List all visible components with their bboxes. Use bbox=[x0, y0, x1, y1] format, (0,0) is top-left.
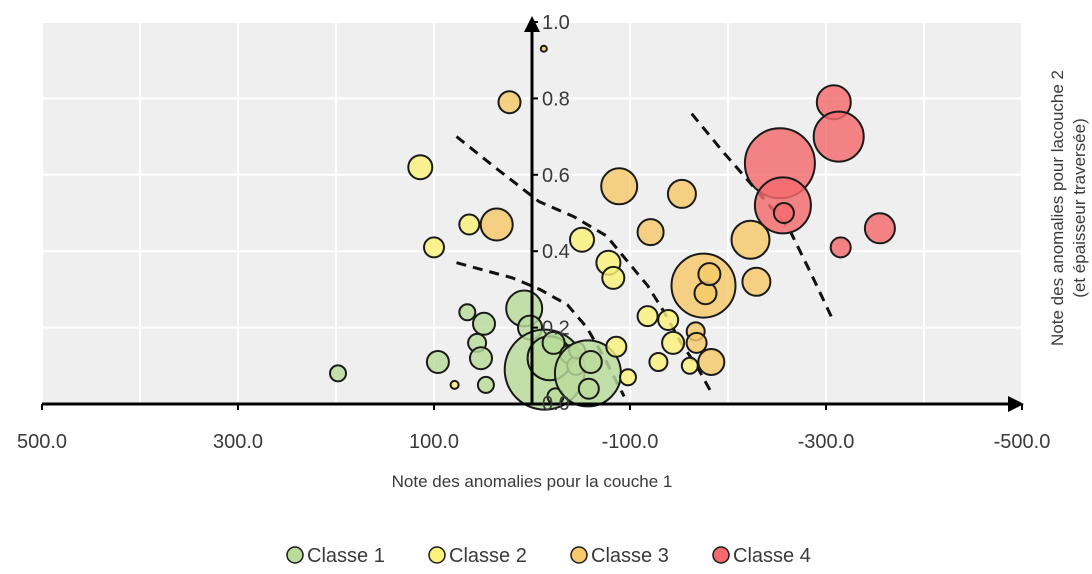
y-tick-label-1: 0.4 bbox=[542, 241, 570, 263]
y-tick-label-2: 0.6 bbox=[542, 165, 570, 187]
bubble-classe-3-12 bbox=[730, 219, 771, 260]
series-classe-1 bbox=[329, 289, 622, 411]
legend-marker-1 bbox=[286, 546, 304, 564]
bubble-classe-3-2 bbox=[539, 44, 548, 53]
legend: Classe 1 Classe 2 Classe 3 Classe 4 bbox=[286, 545, 811, 567]
bubble-classe-2-6 bbox=[601, 265, 626, 290]
bubble-classe-1-11 bbox=[541, 330, 566, 355]
x-tick-label-1: 300.0 bbox=[213, 431, 263, 453]
legend-label-1: Classe 1 bbox=[307, 545, 385, 567]
bubble-classe-3-4 bbox=[636, 218, 665, 247]
boundary-2-3-line bbox=[455, 135, 713, 394]
series-classe-4 bbox=[743, 84, 896, 259]
x-tick-label-5: -500.0 bbox=[994, 431, 1051, 453]
bubble-classe-2-10 bbox=[648, 352, 669, 372]
bubble-classe-1-6 bbox=[476, 375, 495, 394]
x-axis-arrowhead bbox=[1008, 396, 1024, 412]
bubble-classe-2-8 bbox=[619, 368, 637, 387]
bubble-classe-2-1 bbox=[423, 236, 445, 259]
bubble-classe-1-18 bbox=[578, 350, 603, 374]
bubble-classe-2-3 bbox=[458, 213, 481, 236]
axes bbox=[41, 16, 1024, 412]
y-tick-label-3: 0.8 bbox=[542, 88, 570, 110]
bubble-classe-2-4 bbox=[569, 226, 595, 253]
bubble-classe-2-9 bbox=[636, 305, 659, 328]
bubble-classe-3-11 bbox=[697, 348, 726, 376]
series-classe-3 bbox=[479, 44, 772, 376]
y-tick-label-4: 1.0 bbox=[542, 12, 570, 34]
x-axis-label: Note des anomalies pour la couche 1 bbox=[392, 472, 673, 491]
x-tick-label-4: -300.0 bbox=[798, 431, 855, 453]
bubble-classe-4-6 bbox=[863, 212, 896, 245]
bubble-classe-1-4 bbox=[469, 346, 493, 371]
bubble-classe-1-0 bbox=[329, 364, 347, 383]
bubble-classe-3-7 bbox=[685, 331, 708, 354]
bubble-classe-2-11 bbox=[657, 309, 680, 331]
bubble-classe-3-1 bbox=[497, 90, 522, 115]
y-tick-label-zero: 0.0 bbox=[542, 393, 570, 415]
tick-labels: 500.0 300.0 100.0 -100.0 -300.0 -500.0 0.2 0.4 0… bbox=[17, 12, 1050, 453]
x-tick-label-0: 500.0 bbox=[17, 431, 67, 453]
bubble-classe-3-9 bbox=[693, 281, 718, 306]
y-axis-label-line-2: (et épaisseur traversée) bbox=[1070, 118, 1089, 298]
legend-marker-3 bbox=[570, 546, 588, 564]
y-axis-arrowhead bbox=[524, 16, 540, 32]
legend-label-3: Classe 3 bbox=[591, 545, 669, 567]
bubble-classe-1-1 bbox=[425, 350, 450, 374]
y-axis-label-line-1: Note des anomalies pour lacouche 2 bbox=[1048, 70, 1067, 346]
bubble-classe-3-10 bbox=[697, 262, 722, 287]
bubble-classe-3-3 bbox=[600, 167, 639, 206]
bubble-classe-3-13 bbox=[741, 266, 772, 297]
bubble-classe-1-5 bbox=[472, 311, 496, 336]
y-axis-label: Note des anomalies pour lacouche 2 (et é… bbox=[1048, 70, 1089, 346]
legend-marker-2 bbox=[428, 546, 446, 564]
bubble-classe-1-17 bbox=[577, 377, 600, 400]
y-tick-label-0: 0.2 bbox=[542, 318, 570, 340]
bubbles bbox=[329, 44, 896, 411]
bubble-classe-3-5 bbox=[666, 178, 697, 209]
bubble-classe-4-2 bbox=[772, 202, 795, 224]
boundary-1-2-line bbox=[456, 261, 626, 398]
legend-marker-4 bbox=[712, 546, 730, 564]
series-classe-2 bbox=[407, 154, 699, 390]
legend-label-2: Classe 2 bbox=[449, 545, 527, 567]
bubble-classe-4-5 bbox=[829, 236, 852, 259]
bubble-classe-1-2 bbox=[458, 303, 477, 322]
legend-label-4: Classe 4 bbox=[733, 545, 811, 567]
bubble-classe-2-12 bbox=[661, 330, 686, 355]
bubble-classe-4-4 bbox=[812, 110, 865, 163]
bubble-classe-3-0 bbox=[479, 207, 514, 242]
bubble-classe-2-7 bbox=[605, 335, 628, 358]
bubble-classe-2-13 bbox=[680, 356, 699, 375]
x-tick-label-3: -100.0 bbox=[602, 431, 659, 453]
bubble-classe-2-0 bbox=[407, 154, 434, 181]
bubble-classe-2-2 bbox=[449, 379, 460, 390]
x-tick-label-2: 100.0 bbox=[409, 431, 459, 453]
